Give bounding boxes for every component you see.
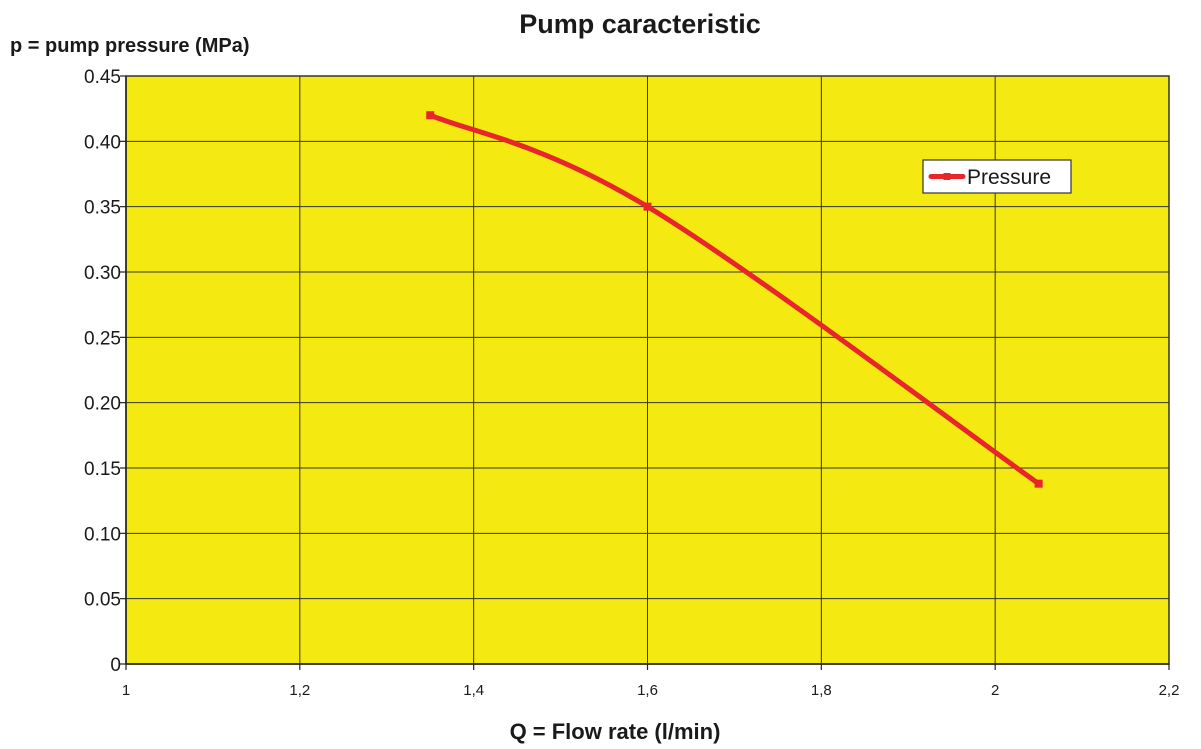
y-axis-label: p = pump pressure (MPa) xyxy=(10,35,250,57)
y-tick-label: 0.05 xyxy=(84,590,121,611)
x-tick-label: 1,8 xyxy=(811,682,832,699)
axes xyxy=(120,75,1170,670)
x-tick-label: 1,2 xyxy=(289,682,310,699)
series-line-pressure xyxy=(427,112,1042,487)
legend-label-pressure: Pressure xyxy=(967,166,1051,189)
series-layer xyxy=(426,111,1043,488)
x-tick-label: 2 xyxy=(991,682,999,699)
legend-marker-pressure xyxy=(943,173,951,180)
x-tick-label: 1 xyxy=(122,682,130,699)
data-point-pressure xyxy=(643,202,652,211)
y-tick-label: 0.25 xyxy=(84,328,121,349)
tick-labels: 0 0.05 0.10 0.15 0.20 0.25 0.30 0.35 0.40 0.45 1 1,… xyxy=(84,67,1179,699)
data-point-pressure xyxy=(1034,479,1043,488)
x-axis-label: Q = Flow rate (l/min) xyxy=(510,719,721,744)
x-tick-label: 1,4 xyxy=(463,682,484,699)
y-tick-label: 0.20 xyxy=(84,394,121,415)
y-tick-label: 0 xyxy=(110,655,121,676)
legend: Pressure xyxy=(922,159,1072,194)
y-tick-label: 0.30 xyxy=(84,263,121,284)
y-tick-label: 0.45 xyxy=(84,67,121,88)
grid-lines xyxy=(126,76,1169,664)
x-tick-label: 1,6 xyxy=(637,682,658,699)
y-tick-label: 0.15 xyxy=(84,459,121,480)
y-tick-label: 0.10 xyxy=(84,524,121,545)
data-point-pressure xyxy=(426,111,435,120)
x-tick-label: 2,2 xyxy=(1159,682,1180,699)
y-tick-label: 0.35 xyxy=(84,198,121,219)
y-tick-label: 0.40 xyxy=(84,132,121,153)
chart-title: Pump caracteristic xyxy=(519,9,761,39)
